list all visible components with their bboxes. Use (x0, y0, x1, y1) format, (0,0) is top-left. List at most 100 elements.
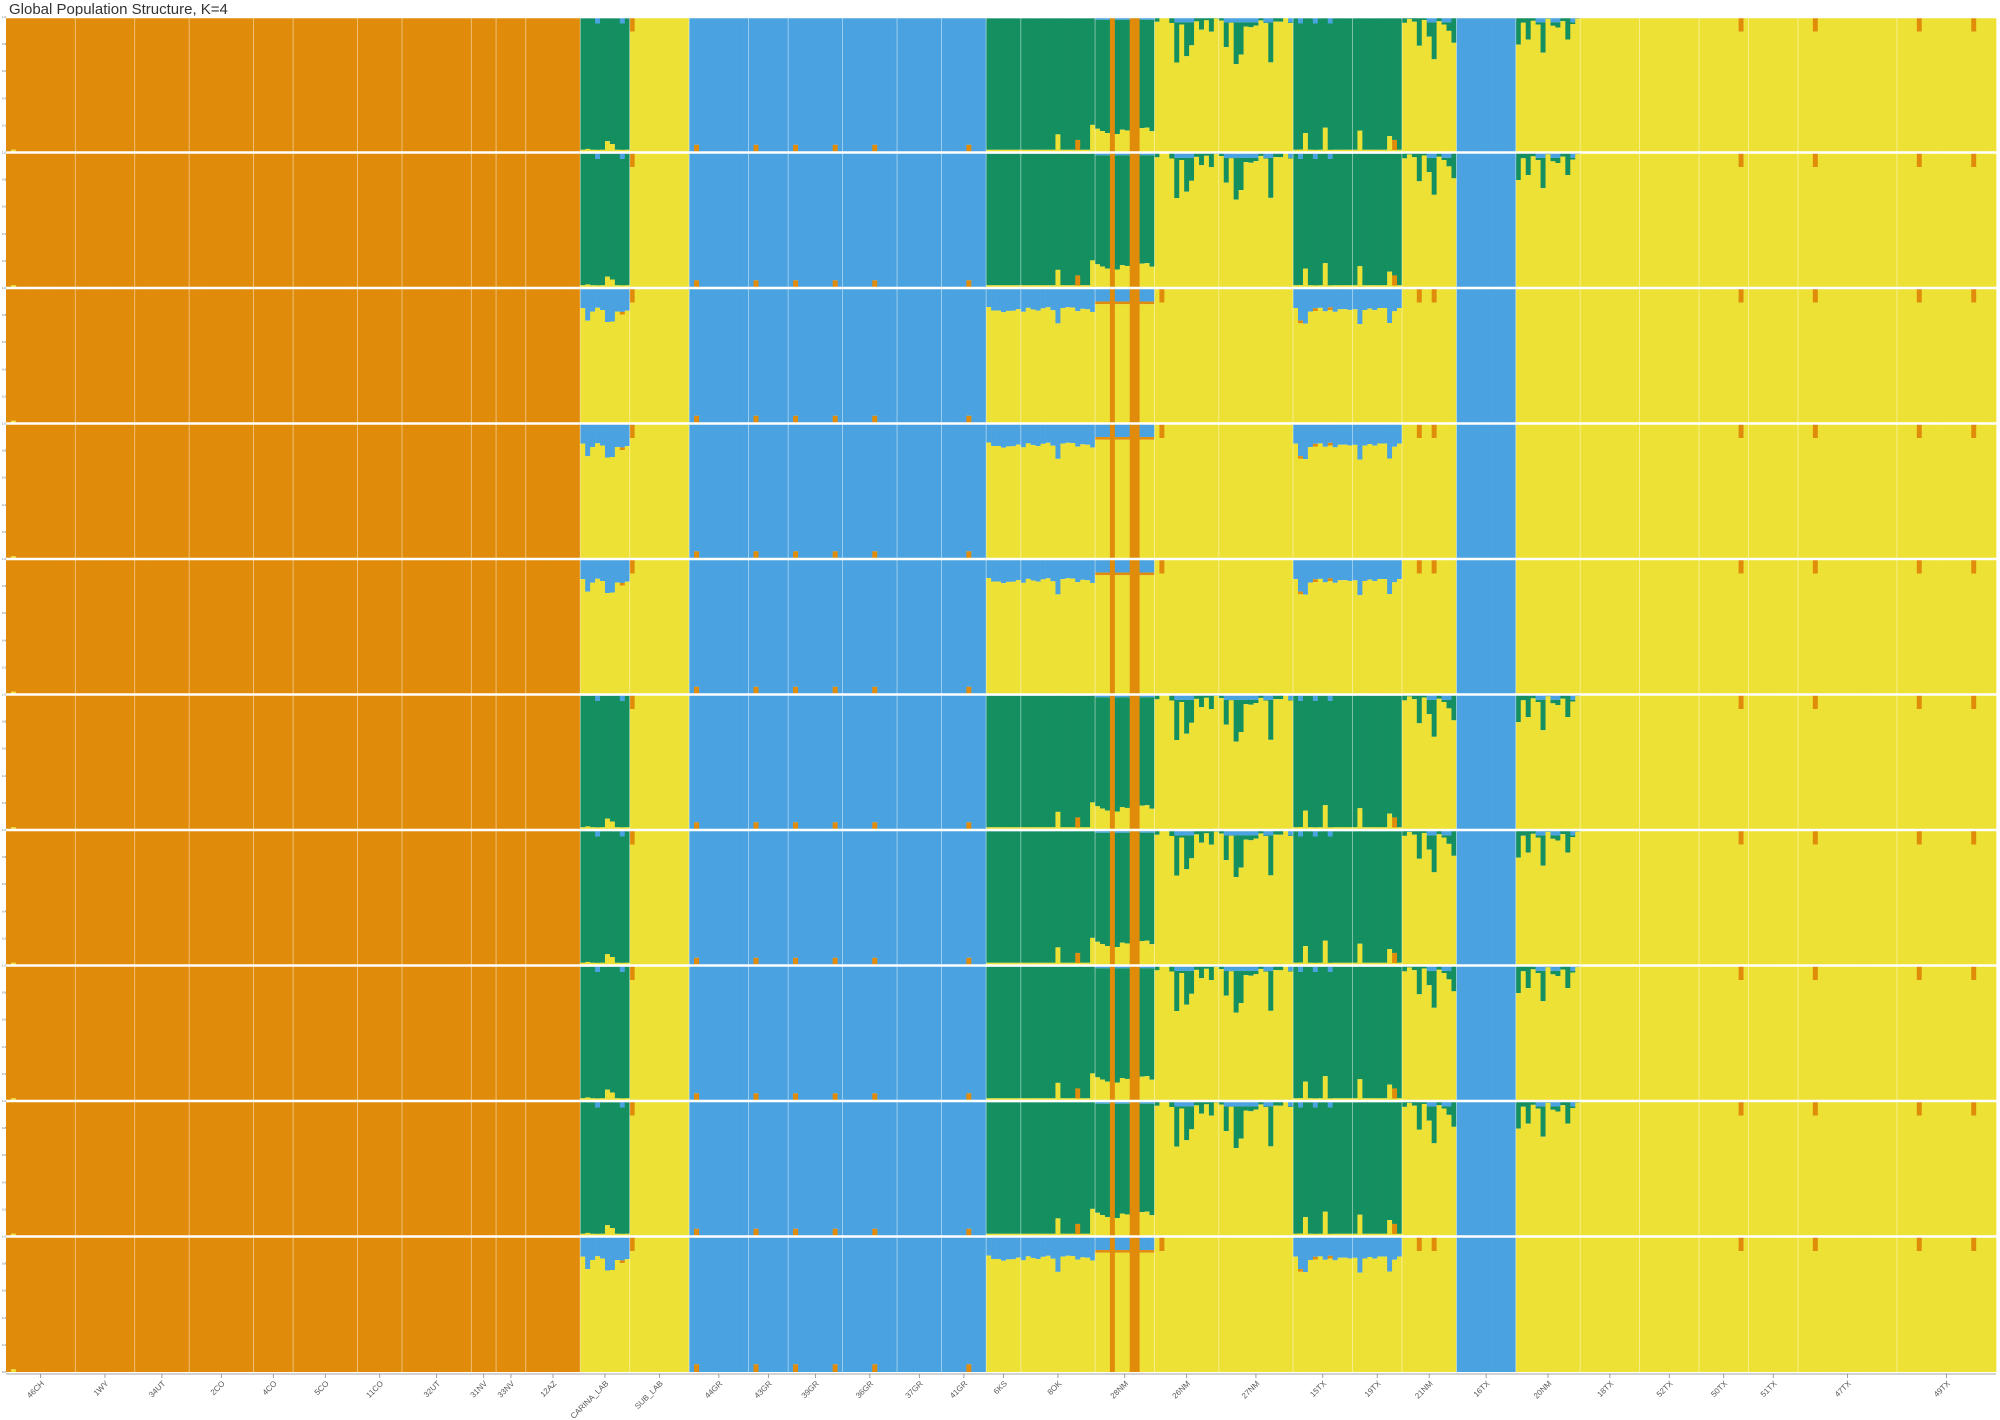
bar-segment (1877, 559, 1883, 695)
bar-segment (1446, 423, 1452, 559)
bar-segment (1179, 699, 1185, 703)
bar-segment (892, 288, 898, 424)
bar-segment (303, 965, 309, 1101)
bar-segment (1302, 695, 1309, 811)
bar-segment (1426, 559, 1433, 695)
bar-segment (1263, 836, 1269, 966)
bar-segment (1060, 827, 1066, 830)
bar-segment (362, 288, 368, 424)
bar-segment (1362, 962, 1368, 966)
bar-segment (644, 288, 650, 424)
bar-segment (327, 965, 334, 1101)
bar-segment (1382, 559, 1388, 580)
bar-segment (1327, 559, 1334, 579)
bar-segment (713, 965, 720, 1101)
bar-segment (1461, 423, 1467, 559)
bar-segment (852, 152, 858, 288)
bar-segment (1060, 579, 1066, 695)
bar-segment (520, 965, 527, 1101)
bar-segment (1307, 423, 1314, 448)
bar-segment (733, 17, 739, 153)
bar-segment (802, 288, 809, 424)
bar-segment (179, 965, 185, 1101)
bar-segment (461, 17, 467, 153)
bar-segment (1307, 695, 1314, 828)
bar-segment (139, 830, 145, 966)
bar-segment (1293, 308, 1299, 424)
bar-segment (659, 559, 665, 695)
bar-segment (1827, 152, 1833, 288)
bar-segment (941, 152, 947, 288)
bar-segment (941, 694, 947, 830)
bar-segment (40, 152, 46, 288)
bar-segment (921, 288, 928, 424)
bar-segment (1288, 836, 1294, 966)
bar-segment (1456, 423, 1462, 559)
bar-segment (1139, 575, 1145, 695)
bar-segment (164, 152, 170, 288)
bar-segment (1293, 695, 1299, 828)
bar-segment (753, 822, 759, 830)
bar-segment (1184, 733, 1190, 830)
bar-segment (609, 288, 616, 322)
bar-segment (1307, 831, 1314, 963)
bar-segment (1104, 152, 1111, 156)
bar-segment (817, 17, 824, 153)
bar-segment (1510, 423, 1517, 559)
bar-segment (609, 831, 616, 958)
bar-segment (30, 288, 37, 424)
bar-segment (377, 559, 383, 695)
bar-segment (1179, 830, 1185, 836)
bar-segment (694, 694, 700, 823)
bar-segment (426, 559, 433, 695)
bar-segment (996, 1098, 1002, 1101)
bar-segment (609, 279, 616, 288)
bar-segment (1337, 831, 1343, 963)
bar-segment (1941, 423, 1947, 559)
bar-segment (669, 17, 675, 153)
bar-segment (1095, 437, 1101, 440)
bar-segment (1926, 152, 1932, 288)
bar-segment (1367, 18, 1373, 150)
bar-segment (1703, 152, 1710, 288)
bar-segment (629, 573, 636, 695)
bar-segment (10, 559, 17, 692)
bar-segment (238, 694, 244, 830)
bar-segment (1659, 152, 1665, 288)
bar-segment (1154, 834, 1160, 966)
bar-segment (911, 152, 918, 288)
bar-segment (1406, 831, 1413, 966)
bar-segment (1139, 423, 1145, 438)
bar-segment (1644, 288, 1650, 424)
bar-segment (1248, 704, 1254, 830)
bar-segment (1867, 288, 1873, 424)
bar-segment (1956, 559, 1962, 695)
bar-segment (1807, 559, 1814, 695)
bar-segment (1337, 966, 1343, 1099)
bar-segment (491, 17, 497, 153)
bar-segment (1035, 423, 1041, 447)
bar-segment (1248, 975, 1254, 1101)
bar-segment (595, 159, 601, 286)
bar-segment (1629, 830, 1635, 966)
bar-segment (1832, 965, 1838, 1101)
bar-segment (1797, 423, 1804, 559)
bar-segment (1768, 423, 1774, 559)
bar-segment (1674, 152, 1680, 288)
bar-segment (802, 423, 809, 559)
bar-segment (1144, 697, 1150, 806)
bar-segment (1288, 694, 1294, 700)
bar-segment (971, 559, 977, 695)
bar-segment (902, 965, 908, 1101)
bar-segment (1431, 423, 1437, 439)
bar-segment (194, 288, 200, 424)
bar-segment (1307, 447, 1314, 559)
bar-segment (1327, 962, 1334, 966)
bar-segment (1080, 962, 1086, 966)
bar-segment (1604, 288, 1611, 424)
bar-segment (1199, 17, 1205, 30)
bar-segment (1703, 965, 1710, 1101)
bar-segment (1793, 288, 1799, 424)
bar-segment (1114, 134, 1121, 153)
bar-segment (1327, 578, 1334, 582)
